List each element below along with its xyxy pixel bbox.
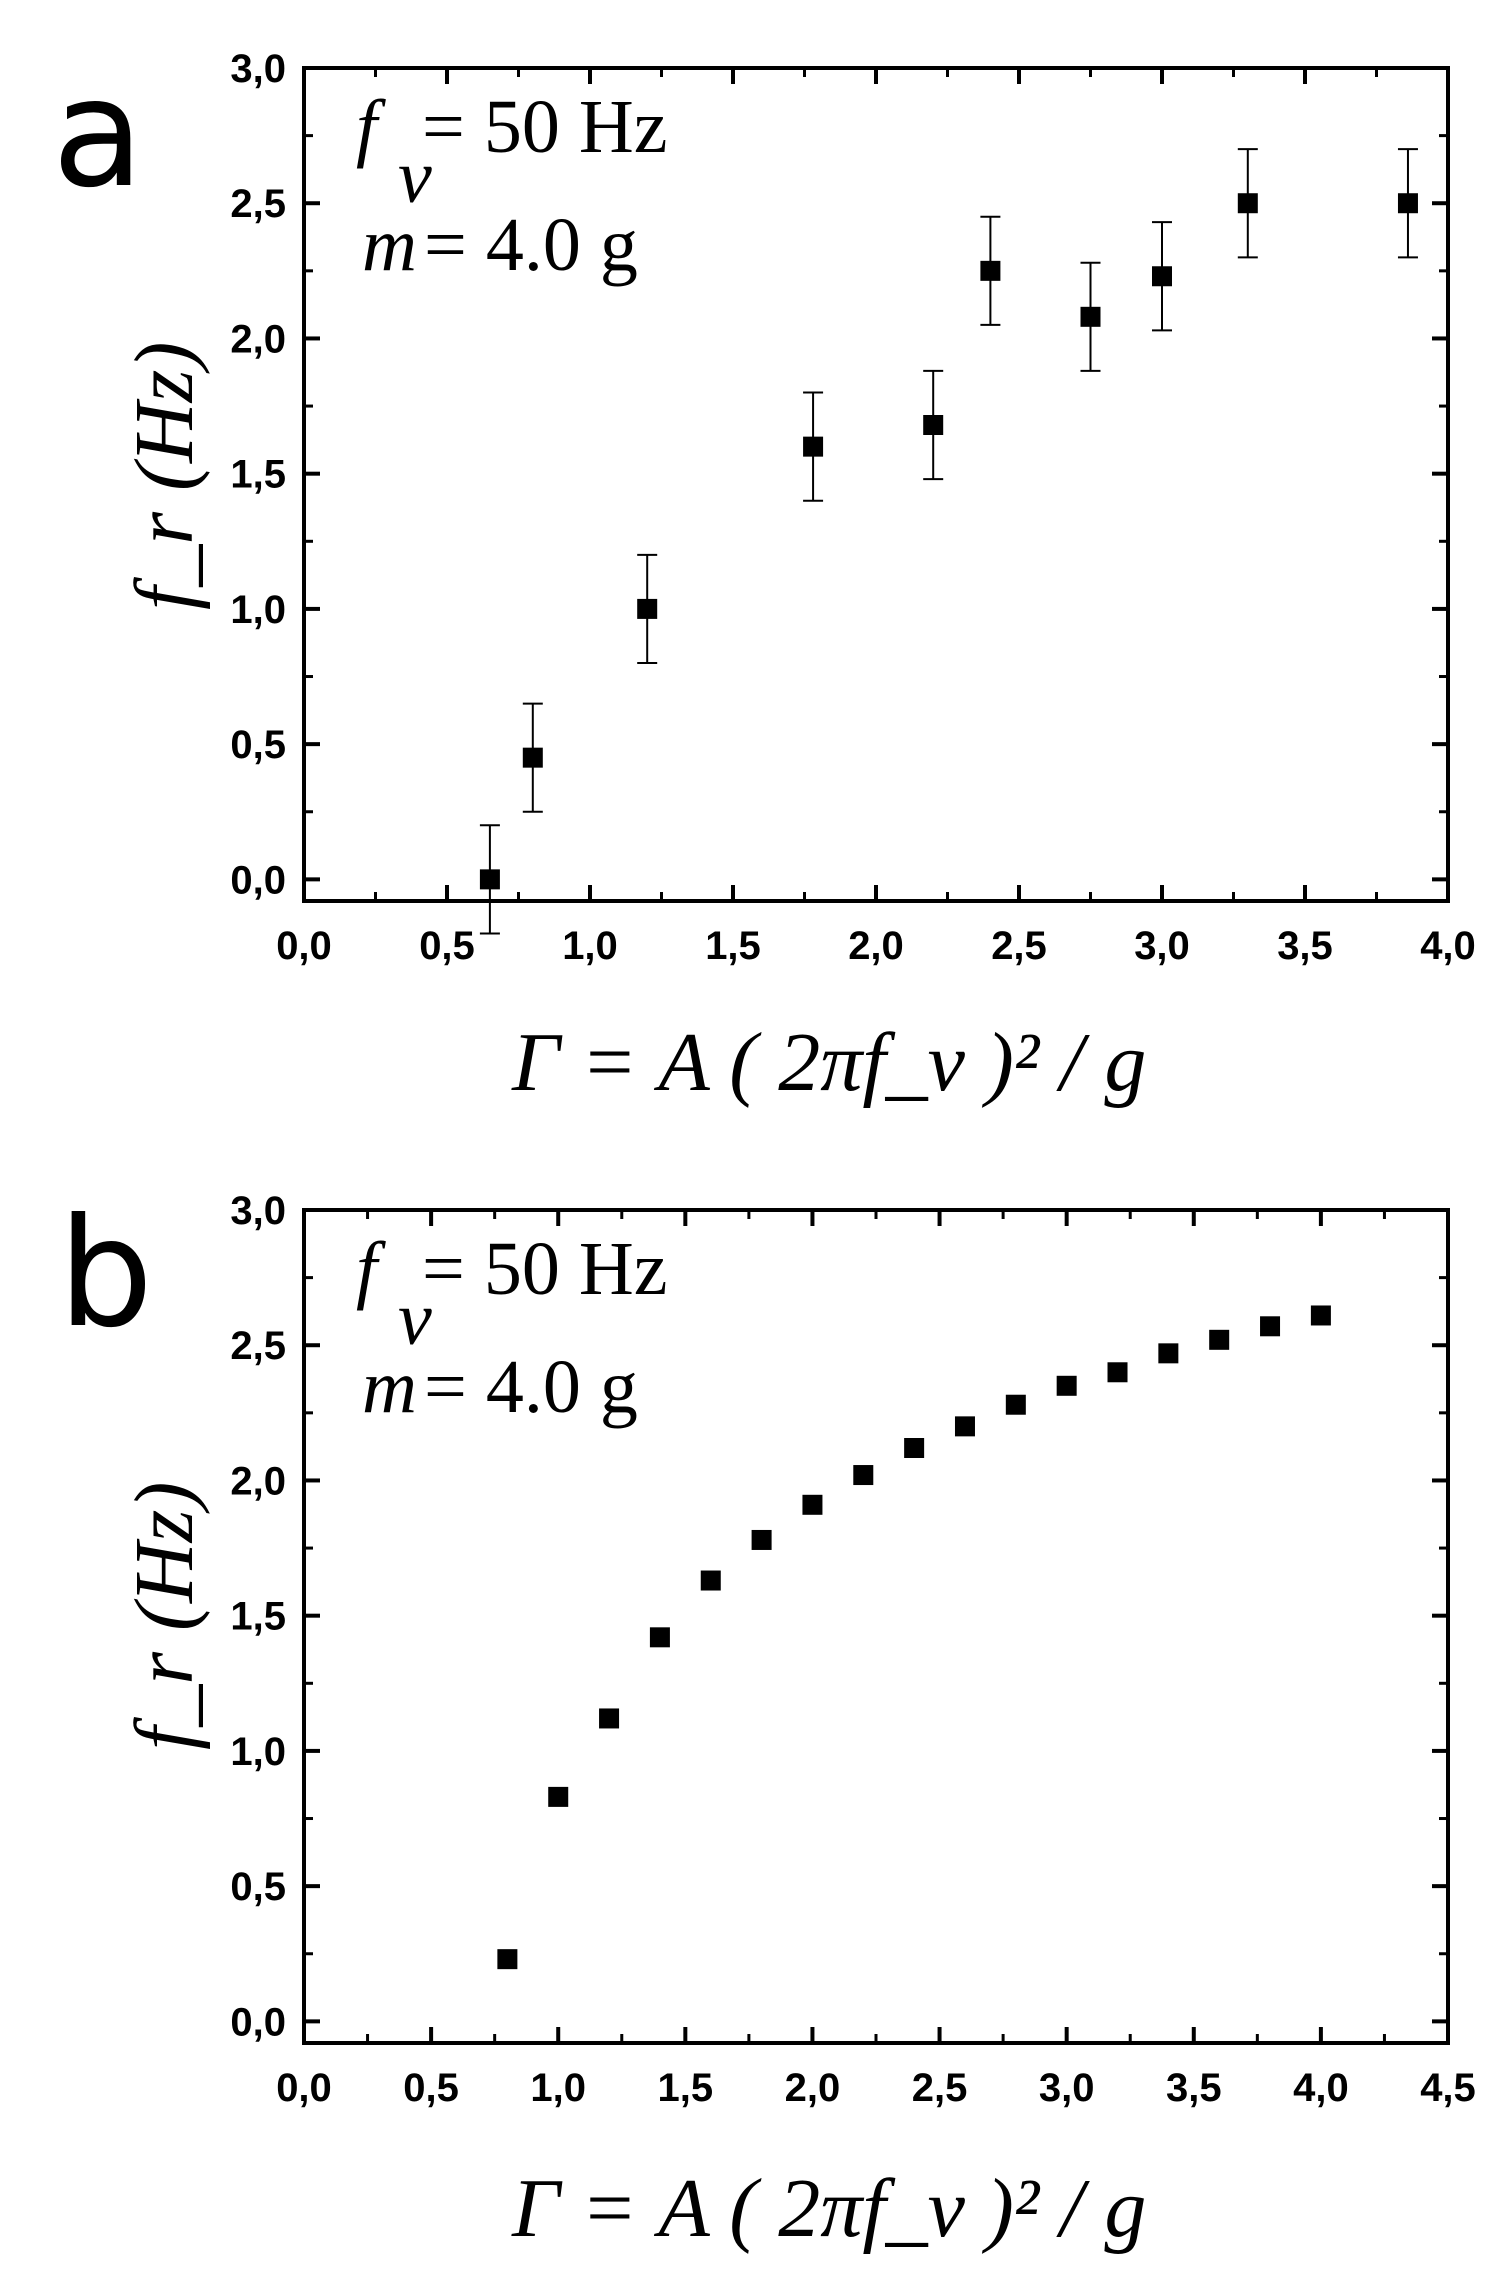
x-tick-label-a: 2,0 [848, 924, 904, 968]
data-point-b [1107, 1362, 1128, 1383]
y-tick-label-a: 3,0 [230, 47, 286, 91]
x-tick-label-a: 3,5 [1277, 924, 1333, 968]
x-tick-label-b: 2,5 [912, 2066, 968, 2110]
data-point-a [1152, 266, 1172, 287]
data-point-b [853, 1465, 874, 1486]
annotation-freq-symbol-b: f [356, 1227, 386, 1311]
data-point-a [637, 598, 658, 619]
x-tick-label-a: 3,0 [1134, 924, 1190, 968]
annotation-freq-subscript-a: v [398, 135, 432, 219]
y-tick-label-a: 0,0 [230, 858, 286, 902]
annotation-mass-symbol-b: m [362, 1345, 417, 1429]
y-axis-label-b: f_r (Hz) [118, 1482, 211, 1750]
y-tick-label-a: 1,0 [230, 588, 286, 632]
data-point-b [497, 1949, 518, 1970]
data-point-a [1080, 306, 1101, 327]
x-tick-label-a: 0,0 [276, 924, 332, 968]
data-point-a [479, 869, 500, 890]
data-point-a [522, 747, 543, 768]
annotation-freq-subscript-b: v [398, 1277, 432, 1361]
annotation-freq-value-b: = 50 Hz [422, 1227, 667, 1311]
data-point-a [923, 415, 944, 435]
y-tick-label-a: 2,0 [230, 317, 286, 361]
y-tick-label-b: 2,5 [230, 1324, 286, 1368]
y-axis-label-a: f_r (Hz) [118, 342, 211, 610]
data-point-b [649, 1627, 670, 1648]
y-tick-label-a: 1,5 [230, 453, 286, 497]
x-axis-label-text-a: Γ = A ( 2πf_v )² / g [511, 1016, 1146, 1109]
data-point-b [599, 1708, 620, 1729]
data-point-b [1260, 1316, 1281, 1337]
marks-b [497, 1305, 1331, 1970]
x-tick-label-b: 0,5 [403, 2066, 459, 2110]
marks-a [479, 148, 1418, 935]
y-axis-label-text-a: f_r (Hz) [118, 342, 211, 610]
data-point-b [1209, 1329, 1230, 1350]
annotation-mass-symbol-a: m [362, 203, 417, 287]
data-point-b [1005, 1394, 1026, 1415]
panel-b: 0,0 0,5 1,0 1,5 2,0 2,5 3,0 3,5 4,0 4,5 0,0 0,5 1,0 1… [58, 1187, 1476, 2255]
data-point-a [980, 260, 1001, 281]
annotation-freq-symbol-a: f [356, 85, 386, 169]
x-tick-label-b: 4,0 [1293, 2066, 1349, 2110]
x-tick-label-a: 4,0 [1420, 924, 1476, 968]
x-axis-label-text-b: Γ = A ( 2πf_v )² / g [511, 2162, 1146, 2255]
x-tick-label-a: 1,5 [705, 924, 761, 968]
y-tick-label-b: 1,5 [230, 1595, 286, 1639]
data-point-b [954, 1416, 975, 1437]
x-tick-label-b: 1,5 [658, 2066, 714, 2110]
data-point-b [548, 1786, 569, 1807]
annotation-a: f v = 50 Hz m = 4.0 g [356, 85, 667, 287]
data-point-b [1310, 1305, 1331, 1326]
y-tick-label-b: 2,0 [230, 1459, 286, 1503]
axes-a: 0,0 0,5 1,0 1,5 2,0 2,5 3,0 3,5 4,0 0,0 0,5 1,0 1,5 2… [230, 47, 1475, 968]
annotation-mass-value-a: = 4.0 g [424, 203, 638, 287]
y-axis-label-text-b: f_r (Hz) [118, 1482, 211, 1750]
panel-label-a: a [52, 47, 144, 221]
annotation-b: f v = 50 Hz m = 4.0 g [356, 1227, 667, 1429]
annotation-freq-value-a: = 50 Hz [422, 85, 667, 169]
y-tick-label-b: 3,0 [230, 1189, 286, 1233]
x-tick-label-b: 1,0 [530, 2066, 586, 2110]
annotation-mass-value-b: = 4.0 g [424, 1345, 638, 1429]
data-point-b [751, 1529, 772, 1550]
y-tick-label-b: 0,0 [230, 2000, 286, 2044]
x-tick-label-b: 0,0 [276, 2066, 332, 2110]
data-point-b [1056, 1375, 1077, 1396]
x-tick-label-b: 3,5 [1166, 2066, 1222, 2110]
data-point-a [1397, 193, 1418, 214]
x-axis-label-a: Γ = A ( 2πf_v )² / g [511, 1016, 1146, 1109]
x-axis-label-b: Γ = A ( 2πf_v )² / g [511, 2162, 1146, 2255]
plot-frame-a [302, 66, 1450, 903]
y-tick-label-b: 1,0 [230, 1730, 286, 1774]
data-point-a [803, 436, 824, 457]
panel-a: 0,0 0,5 1,0 1,5 2,0 2,5 3,0 3,5 4,0 0,0 0,5 1,0 1,5 2… [52, 47, 1476, 1109]
x-tick-label-b: 2,0 [785, 2066, 841, 2110]
data-point-b [904, 1438, 925, 1458]
x-tick-label-a: 0,5 [419, 924, 475, 968]
y-tick-label-b: 0,5 [230, 1865, 286, 1909]
x-tick-label-b: 4,5 [1420, 2066, 1476, 2110]
data-point-b [802, 1494, 823, 1515]
axes-b: 0,0 0,5 1,0 1,5 2,0 2,5 3,0 3,5 4,0 4,5 0,0 0,5 1,0 1… [230, 1189, 1475, 2110]
data-point-b [1158, 1343, 1179, 1364]
x-tick-label-b: 3,0 [1039, 2066, 1095, 2110]
x-tick-label-a: 2,5 [991, 924, 1047, 968]
y-tick-label-a: 2,5 [230, 182, 286, 226]
panel-label-b: b [58, 1187, 153, 1361]
data-point-b [700, 1570, 721, 1591]
x-tick-label-a: 1,0 [562, 924, 618, 968]
data-point-a [1237, 193, 1258, 214]
y-tick-label-a: 0,5 [230, 723, 286, 767]
